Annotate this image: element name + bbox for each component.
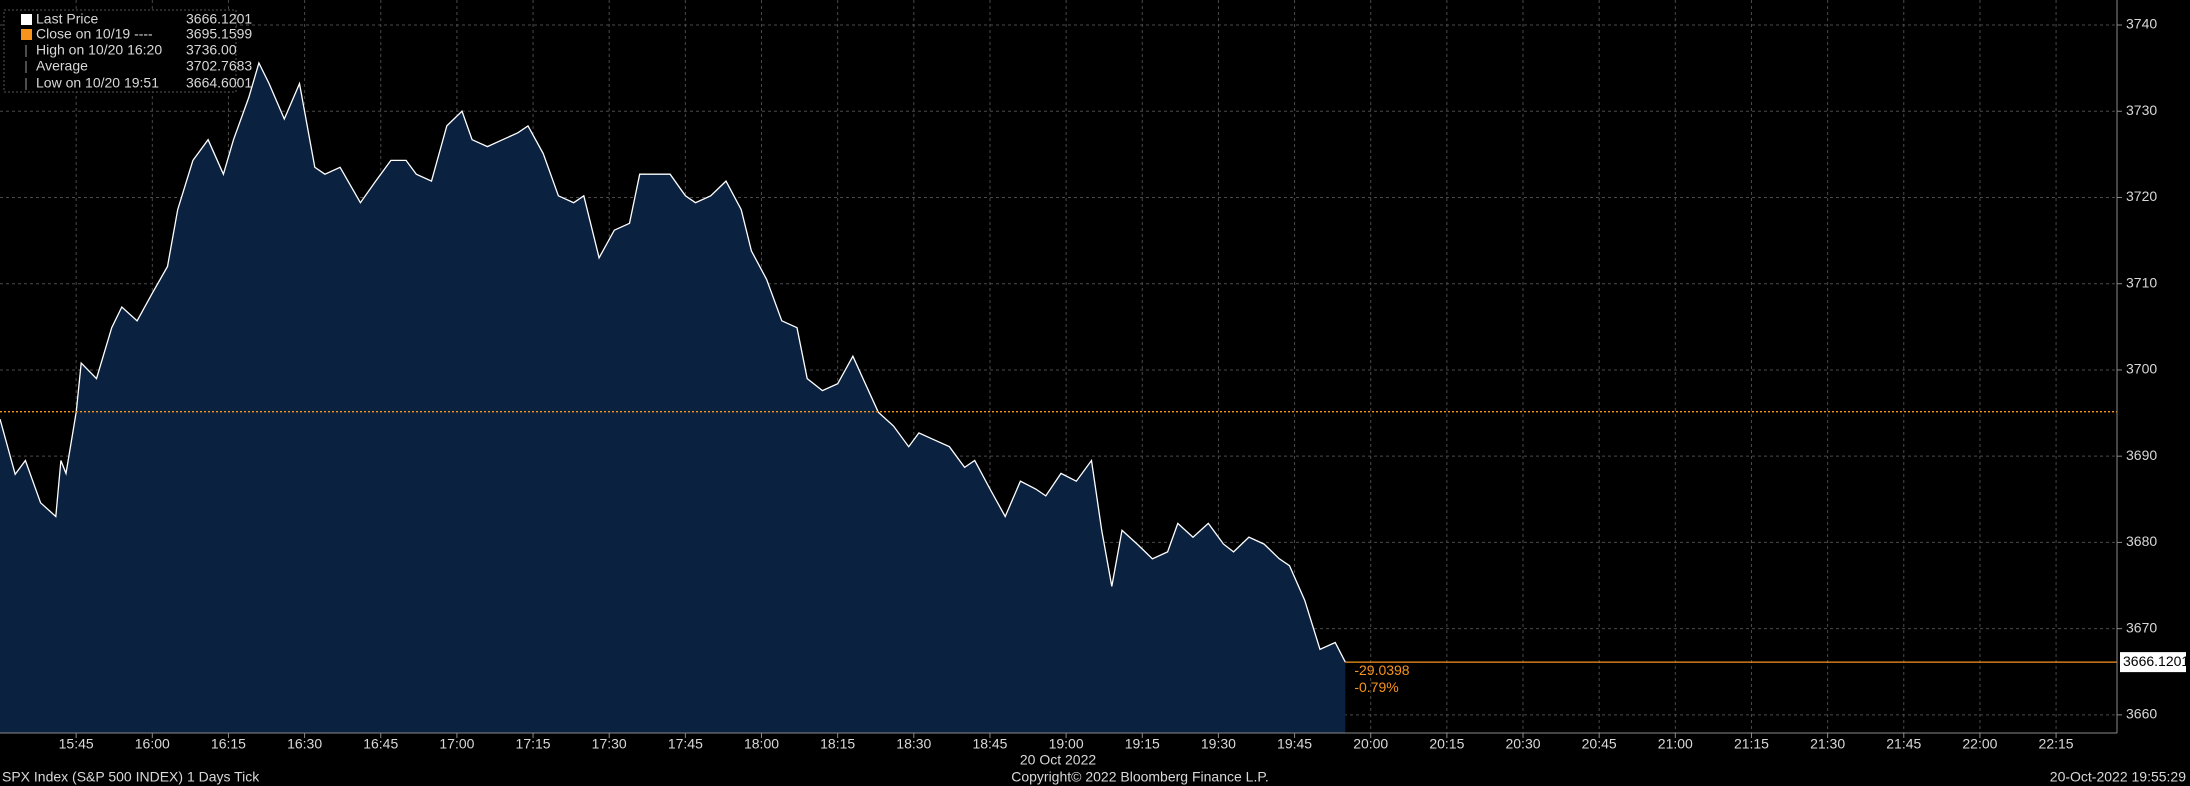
x-tick-label: 20:15 [1429, 736, 1464, 752]
x-tick-label: 20:45 [1582, 736, 1617, 752]
change: -29.0398 [1354, 662, 1409, 678]
plot: 3666.1201 -29.0398-0.79% [0, 61, 2189, 733]
last-price-tag: 3666.1201 [2123, 653, 2189, 669]
x-tick-label: 21:00 [1658, 736, 1693, 752]
x-tick-label: 19:30 [1201, 736, 1236, 752]
x-tick-label: 18:45 [972, 736, 1007, 752]
x-tick-label: 21:15 [1734, 736, 1769, 752]
legend-box [3, 9, 237, 93]
x-tick-label: 19:15 [1125, 736, 1160, 752]
x-tick-label: 15:45 [59, 736, 94, 752]
x-tick-label: 20:30 [1505, 736, 1540, 752]
y-tick-label: 3680 [2126, 533, 2157, 549]
x-tick-label: 17:30 [592, 736, 627, 752]
legend-swatch [21, 29, 32, 40]
footer-center: Copyright© 2022 Bloomberg Finance L.P. [1011, 769, 1269, 785]
y-tick-label: 3720 [2126, 188, 2157, 204]
x-tick-label: 19:45 [1277, 736, 1312, 752]
y-tick-label: 3700 [2126, 361, 2157, 377]
x-tick-label: 16:45 [363, 736, 398, 752]
legend: Last Price 3666.1201 Close on 10/19 ---- 3… [3, 9, 252, 93]
legend-value: 3666.1201 [186, 11, 252, 27]
x-tick-label: 18:00 [744, 736, 779, 752]
legend-label: High on 10/20 16:20 [36, 42, 162, 58]
area [0, 63, 1346, 733]
x-tick-label: 19:00 [1049, 736, 1084, 752]
legend-label: Average [36, 58, 88, 74]
legend-label: Close on 10/19 ---- [36, 26, 153, 42]
x-tick-label: 22:00 [1962, 736, 1997, 752]
x-tick-label: 16:30 [287, 736, 322, 752]
y-tick-label: 3670 [2126, 619, 2157, 635]
x-tick-label: 22:15 [2039, 736, 2074, 752]
x-tick-label: 21:30 [1810, 736, 1845, 752]
x-tick-label: 18:30 [896, 736, 931, 752]
footer-left: SPX Index (S&P 500 INDEX) 1 Days Tick [2, 769, 260, 785]
x-axis-label: 20 Oct 2022 [1020, 752, 1096, 768]
x-tick-label: 21:45 [1886, 736, 1921, 752]
change-pct: -0.79% [1354, 679, 1398, 695]
legend-value: 3736.00 [186, 42, 237, 58]
y-tick-label: 3740 [2126, 16, 2157, 32]
x-tick-label: 17:45 [668, 736, 703, 752]
y-tick-label: 3730 [2126, 102, 2157, 118]
y-tick-label: 3710 [2126, 274, 2157, 290]
price-line [0, 61, 1346, 663]
x-tick-label: 18:15 [820, 736, 855, 752]
legend-value: 3664.6001 [186, 75, 252, 91]
x-tick-label: 17:15 [516, 736, 551, 752]
legend-value: 3695.1599 [186, 26, 252, 42]
y-tick-label: 3660 [2126, 706, 2157, 722]
legend-swatch [21, 14, 32, 25]
legend-value: 3702.7683 [186, 58, 252, 74]
y-tick-label: 3690 [2126, 447, 2157, 463]
legend-label: Last Price [36, 11, 98, 27]
footer-right: 20-Oct-2022 19:55:29 [2050, 769, 2186, 785]
x-tick-label: 16:15 [211, 736, 246, 752]
x-tick-label: 16:00 [135, 736, 170, 752]
last-price-tag-box [2120, 652, 2186, 673]
x-tick-label: 20:00 [1353, 736, 1388, 752]
x-tick-label: 17:00 [439, 736, 474, 752]
legend-label: Low on 10/20 19:51 [36, 75, 159, 91]
